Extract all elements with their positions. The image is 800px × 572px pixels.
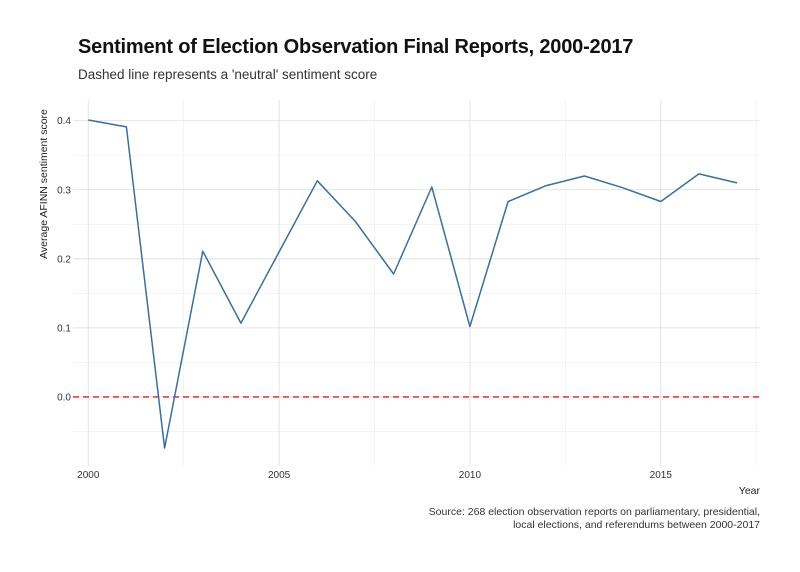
x-tick-label: 2015 — [650, 470, 673, 481]
data-point — [125, 126, 127, 128]
data-point — [736, 182, 738, 184]
data-point — [316, 180, 318, 182]
data-point — [202, 250, 204, 252]
caption-line-2: local elections, and referendums between… — [513, 519, 760, 531]
y-tick-label: 0.1 — [57, 323, 71, 334]
y-tick-label: 0.0 — [57, 392, 71, 403]
chart-subtitle: Dashed line represents a 'neutral' senti… — [78, 67, 378, 82]
data-point — [163, 447, 165, 449]
y-tick-label: 0.4 — [57, 116, 71, 127]
x-tick-label: 2000 — [77, 470, 100, 481]
x-axis-title: Year — [739, 485, 761, 497]
x-tick-label: 2010 — [459, 470, 482, 481]
data-point — [240, 322, 242, 324]
series-line — [88, 119, 738, 449]
data-point — [469, 325, 471, 327]
y-tick-label: 0.3 — [57, 185, 71, 196]
chart-title: Sentiment of Election Observation Final … — [78, 36, 634, 58]
data-point — [698, 173, 700, 175]
y-tick-label: 0.2 — [57, 254, 71, 265]
data-point — [583, 175, 585, 177]
data-point — [278, 251, 280, 253]
source-caption: Source: 268 election observation reports… — [340, 506, 760, 532]
data-point — [621, 187, 623, 189]
y-axis-title: Average AFINN sentiment score — [38, 109, 50, 259]
data-point — [431, 186, 433, 188]
data-point — [87, 119, 89, 121]
data-point — [545, 184, 547, 186]
data-point — [660, 200, 662, 202]
data-point — [507, 200, 509, 202]
caption-line-1: Source: 268 election observation reports… — [428, 506, 760, 518]
data-point — [392, 273, 394, 275]
x-tick-label: 2005 — [268, 470, 291, 481]
axes: 0.0 0.1 0.2 0.3 0.4 2000 2005 2010 2015 — [57, 116, 672, 481]
series-group — [87, 119, 738, 449]
data-point — [354, 220, 356, 222]
grid — [73, 100, 760, 466]
